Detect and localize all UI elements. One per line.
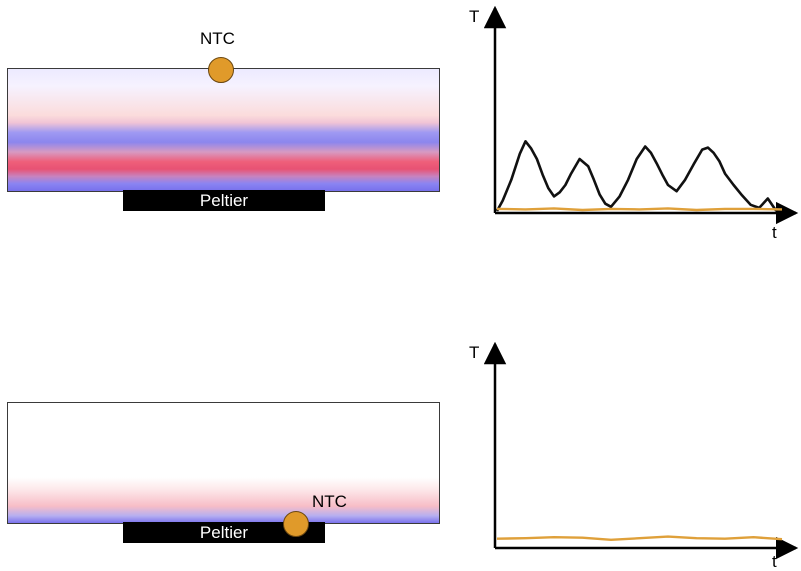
ntc-sensor-top xyxy=(208,57,234,83)
heated-block-bottom xyxy=(7,402,440,524)
temperature-chart-bottom: T t xyxy=(469,341,799,571)
series-line-1 xyxy=(496,535,783,541)
peltier-label-bottom: Peltier xyxy=(199,523,249,542)
ntc-label-top: NTC xyxy=(200,29,235,48)
x-axis-label: t xyxy=(772,223,777,242)
ntc-label-bottom: NTC xyxy=(312,492,347,511)
chart-series-top xyxy=(495,140,783,212)
peltier-element-bottom: Peltier xyxy=(123,522,325,543)
series-line-2 xyxy=(496,207,783,212)
peltier-label-top: Peltier xyxy=(199,191,249,210)
y-axis-label: T xyxy=(469,343,479,362)
x-axis-label: t xyxy=(772,552,777,571)
y-axis-label: T xyxy=(469,7,479,26)
temperature-chart-top: T t xyxy=(469,5,799,242)
series-line-1 xyxy=(495,140,778,212)
peltier-element-top: Peltier xyxy=(123,190,325,211)
ntc-sensor-bottom xyxy=(283,511,309,537)
heated-block-top xyxy=(7,68,440,192)
chart-series-bottom xyxy=(496,535,783,541)
